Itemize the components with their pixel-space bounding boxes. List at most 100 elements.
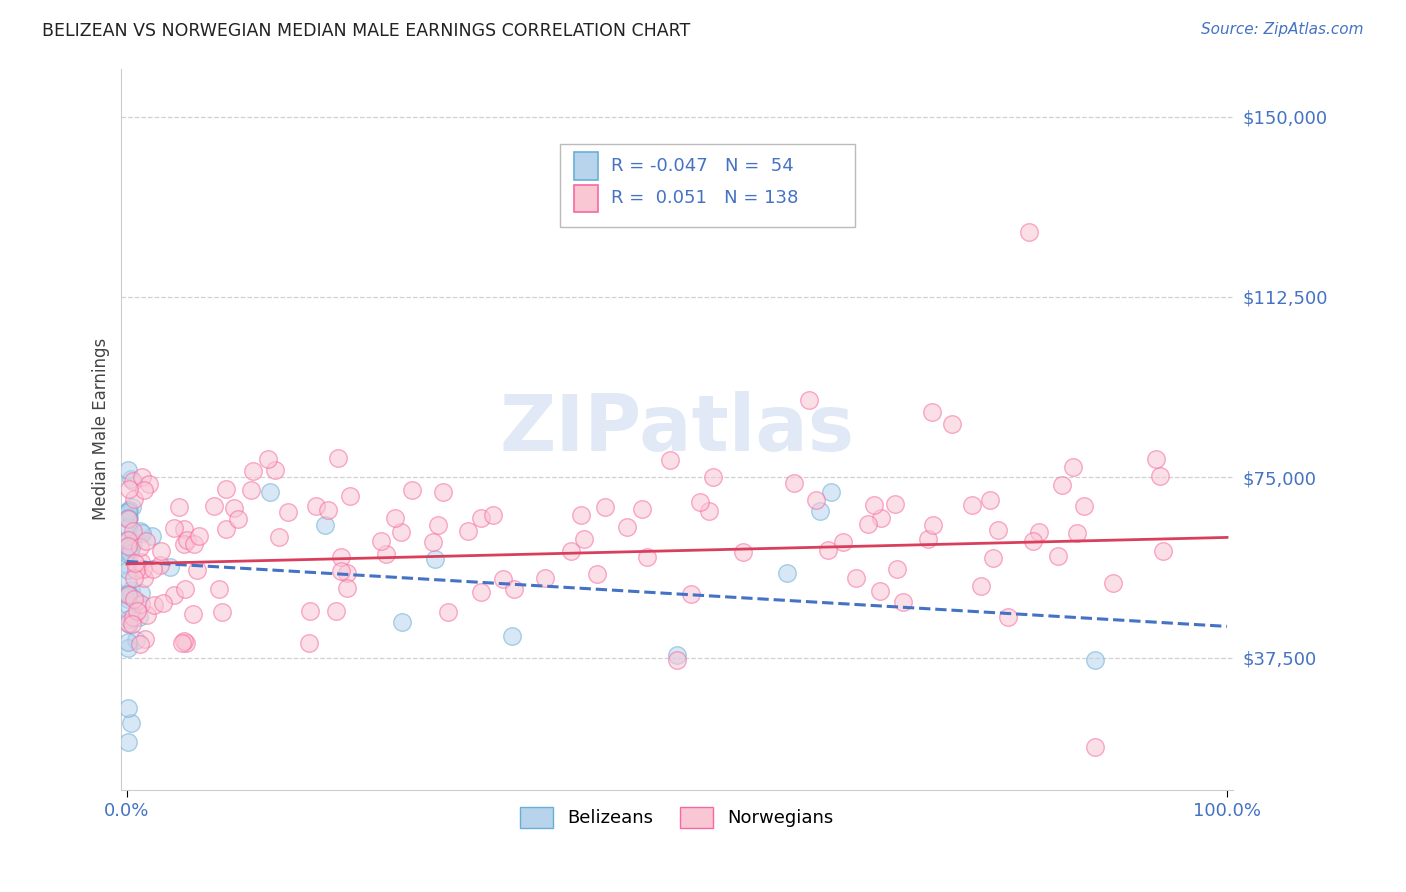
Point (665, 653, 688, 667)
Point (117, 735, 139, 749)
Point (163, 520, 186, 534)
Point (384, 510, 406, 524)
Point (135, 534, 157, 549)
Point (329, 550, 352, 565)
Point (117, 544, 139, 558)
Point (222, 501, 245, 516)
Point (326, 450, 349, 465)
Point (187, 529, 209, 543)
Point (731, 544, 754, 558)
Point (120, 534, 142, 549)
Point (117, 615, 139, 630)
Point (1018, 225, 1040, 239)
Point (172, 636, 194, 650)
Point (117, 539, 139, 553)
Point (176, 533, 198, 548)
Point (298, 604, 321, 618)
Point (117, 547, 139, 561)
Point (125, 604, 148, 618)
Point (1047, 549, 1070, 563)
Point (631, 502, 654, 516)
Point (117, 587, 139, 601)
Point (470, 584, 492, 599)
Point (336, 582, 359, 596)
Point (129, 585, 152, 599)
Point (869, 584, 891, 599)
Point (118, 510, 141, 524)
Point (298, 636, 321, 650)
Point (131, 470, 153, 484)
Point (470, 510, 492, 524)
Point (152, 596, 174, 610)
Point (117, 512, 139, 526)
Point (1152, 544, 1174, 558)
Point (122, 609, 145, 624)
Point (1028, 524, 1050, 539)
Point (117, 558, 139, 572)
Point (804, 493, 827, 508)
Point (893, 595, 915, 609)
Point (128, 540, 150, 554)
Point (215, 522, 238, 536)
Point (979, 493, 1001, 508)
Point (534, 570, 557, 584)
Point (117, 511, 139, 525)
Point (560, 544, 582, 558)
Point (173, 522, 195, 536)
Point (960, 498, 983, 512)
Point (422, 535, 444, 549)
Point (856, 516, 879, 531)
Point (125, 593, 148, 607)
Point (120, 582, 142, 597)
Point (208, 582, 231, 597)
Point (135, 608, 157, 623)
Point (389, 525, 412, 540)
Point (121, 541, 143, 555)
Point (256, 452, 278, 467)
Point (267, 531, 290, 545)
Point (921, 517, 943, 532)
Point (173, 582, 195, 596)
Point (118, 503, 141, 517)
Point (820, 484, 842, 499)
Point (138, 476, 160, 491)
Point (277, 505, 299, 519)
Point (150, 544, 173, 558)
Point (1073, 500, 1095, 514)
Point (330, 564, 353, 578)
Point (391, 615, 413, 629)
Point (128, 637, 150, 651)
Text: R = -0.047   N =  54: R = -0.047 N = 54 (612, 157, 794, 175)
Bar (574, 185, 598, 212)
Point (569, 508, 592, 523)
Point (124, 592, 146, 607)
Point (117, 532, 139, 546)
Point (659, 453, 682, 467)
Point (817, 542, 839, 557)
Point (117, 509, 139, 524)
Point (121, 616, 143, 631)
Text: R =  0.051   N = 138: R = 0.051 N = 138 (612, 189, 799, 207)
Point (117, 588, 139, 602)
Point (122, 528, 145, 542)
Point (1050, 478, 1073, 492)
Point (593, 500, 616, 514)
Point (917, 532, 939, 546)
FancyBboxPatch shape (561, 145, 855, 227)
Point (1084, 739, 1107, 754)
Point (437, 606, 460, 620)
Point (401, 483, 423, 498)
Point (1084, 653, 1107, 667)
Point (665, 648, 688, 663)
Point (142, 598, 165, 612)
Point (423, 552, 446, 566)
Point (921, 405, 943, 419)
Point (117, 533, 139, 547)
Point (941, 417, 963, 432)
Point (501, 629, 523, 643)
Point (149, 558, 172, 573)
Point (117, 563, 139, 577)
Point (167, 500, 190, 515)
Text: Source: ZipAtlas.com: Source: ZipAtlas.com (1201, 22, 1364, 37)
Point (239, 483, 262, 498)
